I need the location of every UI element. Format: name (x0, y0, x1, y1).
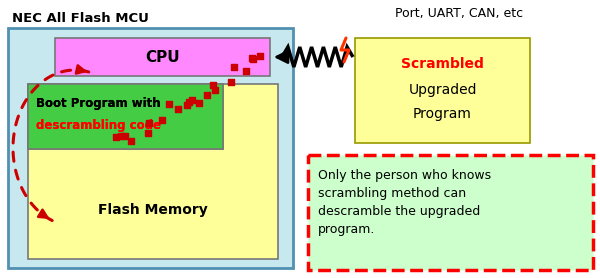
FancyBboxPatch shape (8, 28, 293, 268)
Point (173, 106, 182, 111)
Text: NEC All Flash MCU: NEC All Flash MCU (12, 12, 149, 25)
Point (227, 80, 236, 85)
Point (120, 133, 130, 138)
Point (208, 83, 218, 87)
Text: CPU: CPU (145, 49, 180, 64)
FancyBboxPatch shape (355, 38, 530, 143)
Text: Flash Memory: Flash Memory (98, 203, 208, 217)
FancyBboxPatch shape (28, 84, 278, 259)
FancyBboxPatch shape (28, 84, 223, 149)
Point (248, 57, 258, 62)
Text: Scrambled: Scrambled (401, 57, 484, 71)
Point (229, 65, 238, 70)
Point (211, 88, 220, 93)
Point (184, 100, 194, 104)
Point (143, 131, 152, 136)
Point (241, 69, 251, 73)
Text: Upgraded: Upgraded (408, 83, 477, 97)
Text: Only the person who knows
scrambling method can
descramble the upgraded
program.: Only the person who knows scrambling met… (318, 169, 491, 236)
Point (187, 98, 197, 102)
Point (158, 117, 167, 122)
Text: Boot Program with: Boot Program with (36, 98, 161, 110)
Text: descrambling code: descrambling code (36, 120, 161, 133)
Text: descrambling code: descrambling code (36, 120, 161, 133)
Point (202, 93, 212, 97)
FancyBboxPatch shape (28, 84, 223, 149)
Point (111, 135, 121, 140)
Point (256, 54, 265, 58)
Point (182, 103, 192, 107)
Point (164, 102, 174, 106)
Point (247, 55, 257, 60)
Point (116, 134, 126, 138)
Text: Program: Program (413, 107, 472, 121)
FancyBboxPatch shape (55, 38, 270, 76)
Point (126, 139, 136, 143)
Point (194, 100, 204, 105)
Point (145, 121, 154, 125)
Text: Boot Program with: Boot Program with (36, 98, 161, 110)
FancyBboxPatch shape (308, 155, 593, 270)
Text: Port, UART, CAN, etc: Port, UART, CAN, etc (395, 8, 523, 21)
